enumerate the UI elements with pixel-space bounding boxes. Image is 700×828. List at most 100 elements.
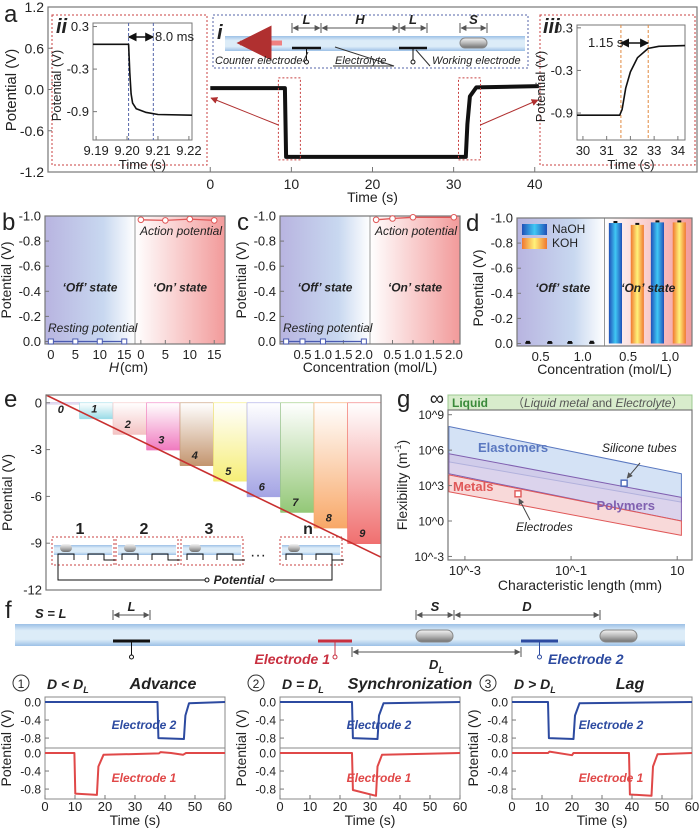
y-tick-label: -0.4	[255, 765, 276, 779]
y-tick-label: 0.3	[71, 19, 89, 34]
electrode-2-label: Electrode 2	[548, 651, 624, 667]
panel-label-g: g	[397, 386, 410, 413]
capsule	[60, 544, 72, 552]
y-tick-label: -0.4	[491, 286, 513, 301]
x-tick-label: 60	[218, 799, 232, 814]
electrode-pair	[151, 553, 180, 561]
liquid-label: Liquid	[452, 396, 488, 410]
capsule	[599, 629, 638, 643]
series-line-electrode-2	[280, 701, 461, 740]
y-tick-label: -0.3	[67, 62, 89, 77]
state-label: ‘Off’ state	[298, 281, 353, 295]
y-tick-label: -0.4	[487, 714, 508, 728]
x-tick-label: 32	[623, 143, 637, 158]
dimension-label: D	[522, 599, 532, 614]
x-tick-label: 10	[284, 176, 300, 192]
interval-annotation: 1.15 s	[588, 35, 624, 50]
dimension-label: L	[409, 12, 417, 27]
y-tick-label: -0.4	[19, 284, 41, 299]
counter-electrode-label: Counter electrode	[215, 55, 302, 67]
x-tick-label: 1.0	[661, 349, 679, 364]
x-tick-label: 2.0	[355, 347, 373, 362]
y-tick-label: -0.8	[487, 783, 508, 797]
x-tick-label: 30	[576, 143, 590, 158]
y-tick-label: -0.4	[255, 714, 276, 728]
x-tick-label: 50	[655, 799, 669, 814]
y-tick-label: 10^0	[418, 515, 444, 529]
step-label: 6	[259, 481, 266, 493]
cell-unit-box	[51, 536, 115, 566]
x-axis-label: H	[109, 359, 120, 375]
y-tick-label: -12	[23, 583, 42, 598]
y-tick-label: -0.4	[20, 714, 41, 728]
zoom-arrow	[210, 97, 279, 126]
state-label: ‘On’ state	[153, 281, 208, 295]
cell-unit-number: 2	[140, 521, 149, 538]
capsule	[124, 544, 136, 552]
y-tick-label: 0.0	[258, 334, 276, 349]
case-condition: D < DL	[47, 676, 89, 695]
cell-unit-number: 3	[205, 521, 214, 538]
x-tick-label: 20	[333, 799, 347, 814]
legend-label: NaOH	[552, 222, 585, 236]
y-tick-label: -9	[30, 536, 42, 551]
x-tick-label: 20	[365, 176, 381, 192]
y-tick-label: -0.4	[487, 765, 508, 779]
x-axis-label: Time (s)	[607, 157, 654, 172]
plot-frame	[279, 215, 461, 345]
liquid-note-part: and	[589, 396, 616, 410]
region-metals	[448, 474, 682, 536]
electrode-pair	[87, 553, 116, 561]
series-line-electrode-1	[512, 750, 693, 797]
x-tick-label: 10^-1	[555, 563, 587, 578]
y-tick-label: 10^-3	[414, 550, 444, 564]
step-bar	[313, 402, 348, 528]
x-tick-label: 1.5	[424, 347, 442, 362]
x-tick-label: 34	[671, 143, 685, 158]
data-point	[186, 215, 194, 223]
y-tick-label: -0.2	[491, 311, 513, 326]
y-tick-label: -6	[30, 489, 42, 504]
subplot-frame	[279, 747, 461, 800]
data-point	[319, 338, 326, 345]
interval-annotation: 8.0 ms	[155, 29, 195, 44]
x-tick-label: 0	[41, 799, 48, 814]
y-tick-label: -0.6	[491, 261, 513, 276]
annotation-silicone-tubes: Silicone tubes	[602, 441, 677, 455]
bar-naoh	[650, 222, 664, 344]
legend-label: KOH	[552, 236, 578, 250]
y-axis-label: Potential (V)	[3, 49, 20, 132]
x-tick-label: 10	[670, 563, 684, 578]
s-equals-l-label: S = L	[35, 606, 66, 621]
x-tick-label: 20	[98, 799, 112, 814]
tube	[54, 545, 112, 555]
liquid-note-part: Liquid metal	[524, 396, 589, 410]
case-number: 2	[253, 677, 260, 691]
tube	[15, 624, 685, 646]
case-condition: D = DL	[282, 676, 324, 695]
case-title: Advance	[129, 676, 197, 693]
inset-label-i: i	[217, 22, 223, 44]
diagram-i	[212, 14, 529, 69]
panel-label-a: a	[4, 1, 18, 28]
potential-label: Potential	[214, 573, 265, 587]
series-line-electrode-2	[512, 701, 693, 740]
trace-line	[210, 84, 539, 159]
y-tick-label: -1.2	[20, 164, 44, 180]
series-label-resting-potential: Resting potential	[283, 321, 373, 335]
data-point	[96, 338, 103, 345]
x-tick-label: 40	[158, 799, 172, 814]
series-line-electrode-1	[45, 751, 225, 796]
leader-line	[333, 46, 395, 67]
y-tick-label: 10^3	[418, 479, 444, 493]
electrode-1-label: Electrode 1	[255, 651, 331, 667]
off-state-region	[280, 216, 370, 344]
y-tick-label: -0.8	[255, 783, 276, 797]
y-tick-label: -0.3	[551, 63, 573, 78]
y-tick-label: -0.2	[19, 309, 41, 324]
y-tick-label: 10^6	[418, 444, 444, 458]
x-tick-label: 0	[137, 347, 144, 362]
step-label: 1	[91, 403, 97, 415]
x-tick-label: 10	[535, 799, 549, 814]
series-line-electrode-2	[45, 701, 226, 740]
